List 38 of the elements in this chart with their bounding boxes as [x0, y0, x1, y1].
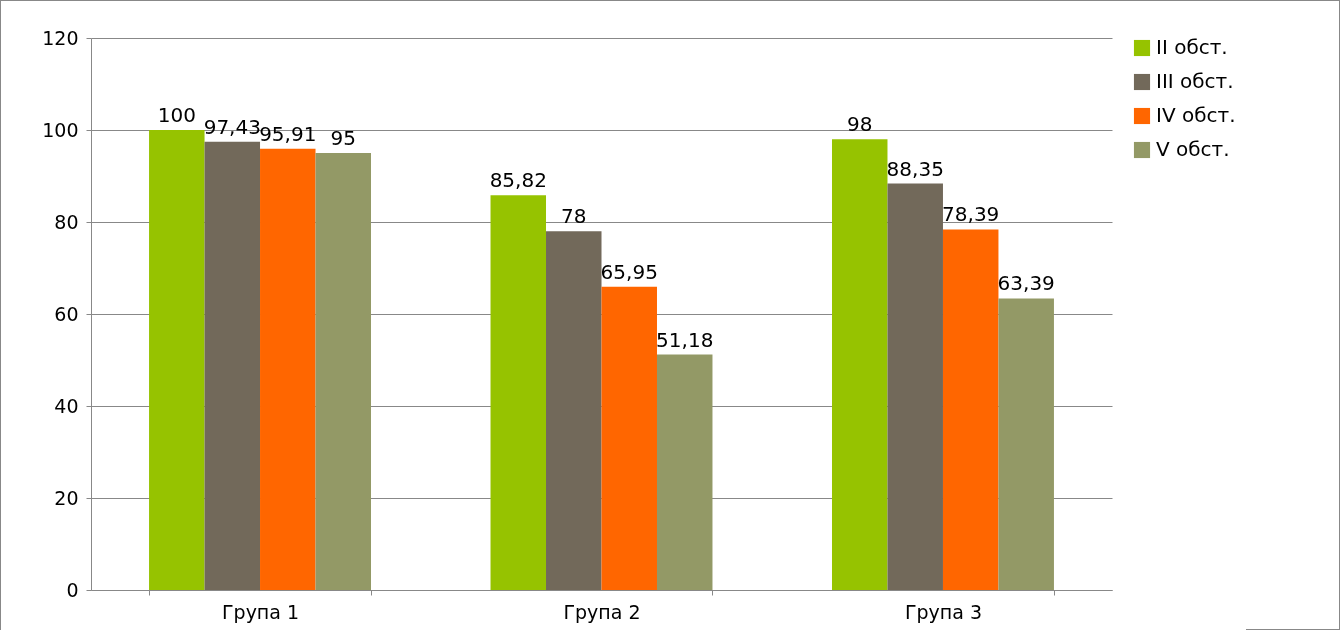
data-label: 95 — [330, 126, 356, 150]
y-tick-label: 120 — [42, 26, 79, 49]
bar — [204, 141, 261, 590]
bar — [656, 354, 713, 590]
bar — [942, 229, 999, 590]
bar — [315, 153, 372, 590]
x-tick-label: Група 2 — [563, 600, 641, 623]
y-tick-label: 60 — [54, 302, 79, 325]
data-label: 88,35 — [886, 156, 944, 181]
x-tick-label: Група 3 — [904, 600, 983, 623]
legend-label: V обст. — [1156, 137, 1230, 161]
y-tick-label: 0 — [66, 578, 79, 601]
bar — [149, 130, 205, 590]
data-label: 97,43 — [203, 114, 261, 139]
data-label: 51,18 — [656, 327, 714, 352]
y-tick-label: 100 — [42, 118, 79, 141]
data-label: 65,95 — [600, 259, 658, 284]
y-tick-label: 80 — [54, 210, 79, 233]
y-tick-label: 20 — [54, 486, 79, 509]
bar — [998, 298, 1054, 590]
bar — [601, 286, 657, 590]
data-label: 95,91 — [259, 121, 317, 146]
bar — [831, 139, 888, 590]
data-label: 85,82 — [489, 168, 547, 193]
bar — [490, 195, 547, 590]
x-tick-label: Група 1 — [221, 600, 300, 623]
bar — [546, 231, 602, 590]
bar — [887, 183, 943, 590]
data-label: 98 — [847, 112, 873, 137]
data-label: 100 — [157, 103, 196, 127]
bar — [260, 148, 316, 590]
legend-label: IV обст. — [1156, 103, 1236, 127]
data-label: 63,39 — [997, 271, 1055, 296]
legend-label: II обст. — [1156, 35, 1228, 59]
data-label: 78,39 — [942, 202, 1000, 227]
data-label: 78 — [561, 204, 587, 229]
y-tick-label: 40 — [54, 394, 79, 417]
legend-label: III обст. — [1156, 69, 1234, 93]
